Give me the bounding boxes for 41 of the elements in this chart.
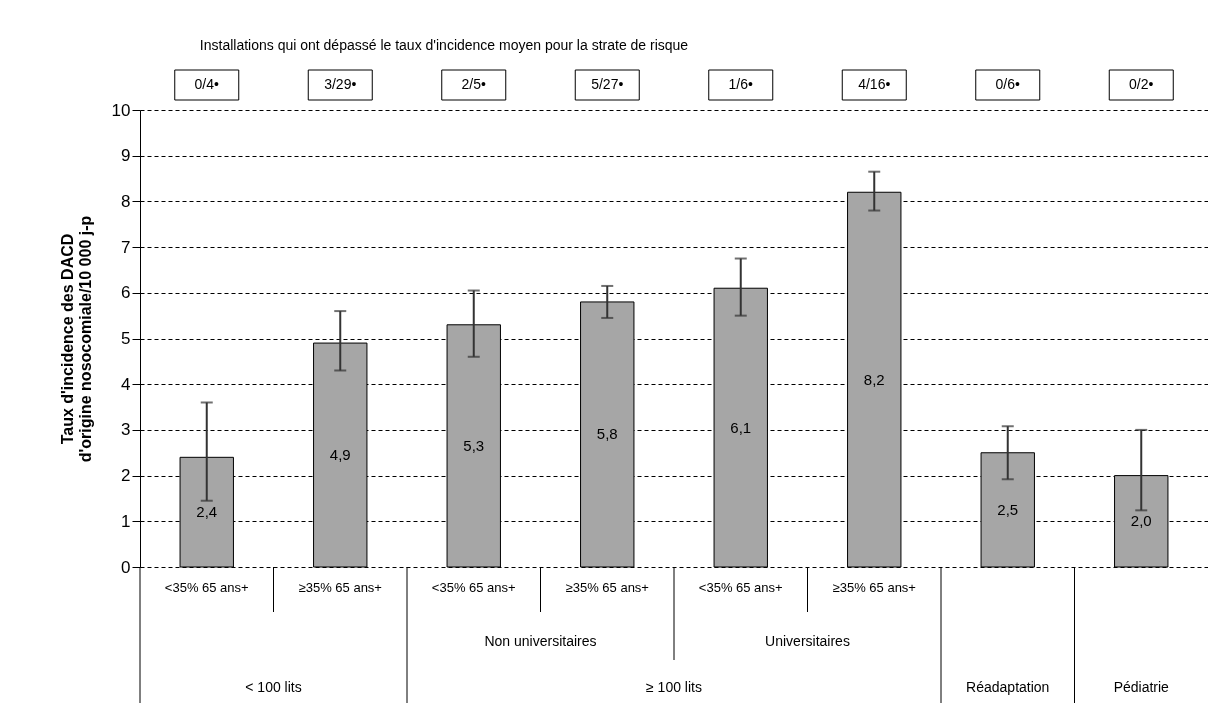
- x-tick-label: <35% 65 ans+: [431, 580, 516, 595]
- x-tick-label: ≥35% 65 ans+: [298, 580, 382, 595]
- y-axis-title: Taux d'incidence des DACD d'origine nosocomiale/10 000 j-p: [58, 215, 94, 463]
- x-tick-label: <35% 65 ans+: [164, 580, 249, 595]
- text: 1/6•: [728, 76, 754, 92]
- data-label: 8,2: [863, 370, 885, 388]
- data-label: 5,8: [596, 425, 618, 443]
- x-tick-label: ≥35% 65 ans+: [832, 580, 916, 595]
- x-tick-label: <35% 65 ans+: [698, 580, 783, 595]
- y-tick-label: 10: [111, 100, 131, 120]
- y-tick-label: 4: [121, 374, 131, 394]
- text: Non universitaires: [484, 633, 597, 649]
- data-label: 4,9: [329, 446, 351, 464]
- data-label: 2,5: [997, 500, 1019, 518]
- data-label: 2,4: [196, 503, 218, 521]
- text: ≥ 100 lits: [646, 679, 702, 695]
- text: 3/29•: [324, 76, 357, 92]
- text: Universitaires: [765, 633, 850, 649]
- data-label: 2,0: [1130, 512, 1152, 530]
- y-tick-label: 7: [121, 237, 131, 257]
- y-tick-label: 9: [121, 146, 131, 166]
- text: 4/16•: [858, 76, 891, 92]
- text: Pédiatrie: [1113, 679, 1170, 695]
- y-tick-label: 0: [121, 557, 131, 577]
- x-tick-label: ≥35% 65 ans+: [565, 580, 649, 595]
- data-label: 6,1: [730, 418, 752, 436]
- y-tick-label: 1: [121, 511, 131, 531]
- text: Installations qui ont dépassé le taux d'incidence moyen pour la strate de risque: [199, 37, 689, 53]
- y-tick-label: 6: [121, 283, 131, 303]
- y-tick-label: 5: [121, 329, 131, 348]
- text: Réadaptation: [966, 679, 1050, 695]
- text: 0/6•: [995, 76, 1021, 92]
- text: 2/5•: [461, 76, 487, 92]
- data-label: 5,3: [463, 436, 485, 454]
- text: 0/2•: [1129, 76, 1154, 92]
- y-tick-label: 8: [121, 191, 131, 211]
- y-tick-label: 2: [121, 466, 131, 486]
- text: 5/27•: [591, 76, 624, 92]
- y-tick-label: 3: [121, 420, 131, 440]
- text: < 100 lits: [245, 679, 302, 695]
- text: 0/4•: [194, 76, 220, 92]
